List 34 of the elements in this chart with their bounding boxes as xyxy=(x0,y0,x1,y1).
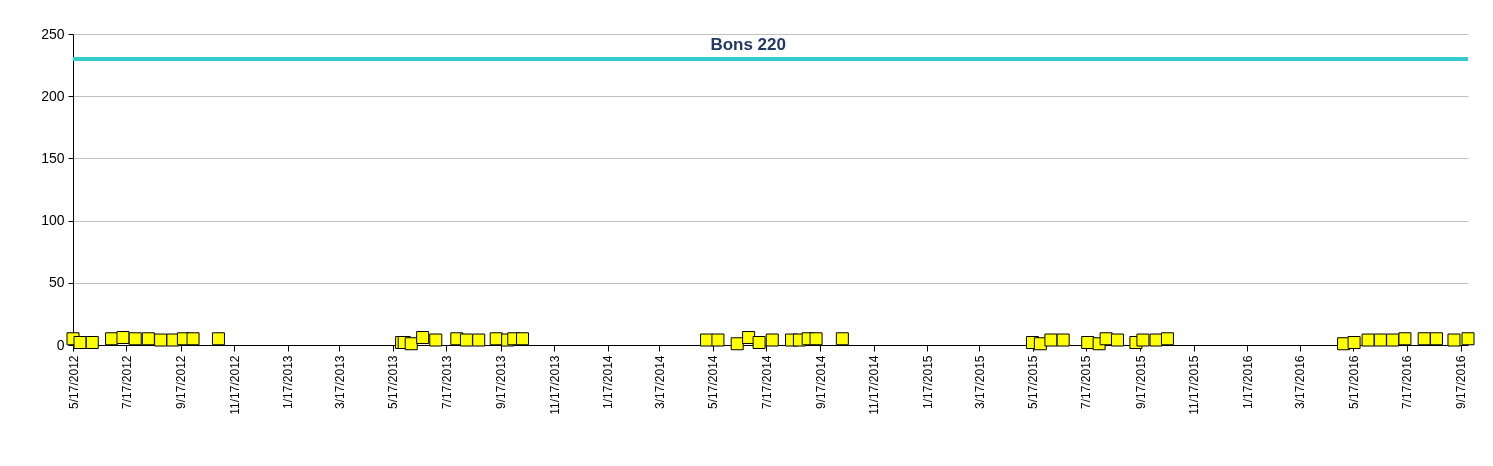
ref-line-label: Bons 220 xyxy=(710,34,786,54)
x-tick-label: 1/17/2016 xyxy=(1240,355,1255,409)
x-tick-label: 7/17/2013 xyxy=(439,355,454,409)
x-tick-label: 5/17/2016 xyxy=(1346,355,1361,409)
x-tick-label: 3/17/2016 xyxy=(1293,355,1308,409)
x-tick-label: 7/17/2012 xyxy=(119,355,134,409)
x-tick-label: 7/17/2016 xyxy=(1400,355,1415,409)
x-tick-label: 1/17/2013 xyxy=(281,355,296,409)
x-tick-label: 1/17/2015 xyxy=(920,355,935,409)
x-tick-label: 3/17/2013 xyxy=(332,355,347,409)
x-tick-label: 3/17/2014 xyxy=(652,355,667,409)
x-tick-label: 11/17/2015 xyxy=(1187,355,1202,415)
x-tick-label: 1/17/2014 xyxy=(601,355,616,409)
y-tick-label: 250 xyxy=(41,25,65,42)
x-tick-label: 3/17/2015 xyxy=(972,355,987,409)
x-tick-label: 9/17/2013 xyxy=(494,355,509,409)
x-tick-label: 9/17/2012 xyxy=(174,355,189,409)
x-tick-label: 9/17/2016 xyxy=(1454,355,1469,409)
x-tick-label: 5/17/2013 xyxy=(386,355,401,409)
x-tick-label: 11/17/2014 xyxy=(867,355,882,415)
x-tick-label: 11/17/2013 xyxy=(547,355,562,415)
x-tick-label: 7/17/2015 xyxy=(1079,355,1094,409)
y-tick-label: 200 xyxy=(41,87,65,104)
x-tick-label: 9/17/2014 xyxy=(813,355,828,409)
x-tick-label: 5/17/2015 xyxy=(1026,355,1040,409)
x-tick-label: 11/17/2012 xyxy=(227,355,242,415)
y-tick-label: 150 xyxy=(41,149,65,166)
x-tick-label: 5/17/2012 xyxy=(66,355,81,409)
x-tick-label: 9/17/2015 xyxy=(1133,355,1148,409)
y-tick-label: 100 xyxy=(41,212,65,229)
y-tick-label: 50 xyxy=(48,274,65,291)
y-tick-label: 0 xyxy=(56,336,65,353)
x-tick-label: 7/17/2014 xyxy=(759,355,774,409)
x-tick-label: 5/17/2014 xyxy=(706,355,721,409)
